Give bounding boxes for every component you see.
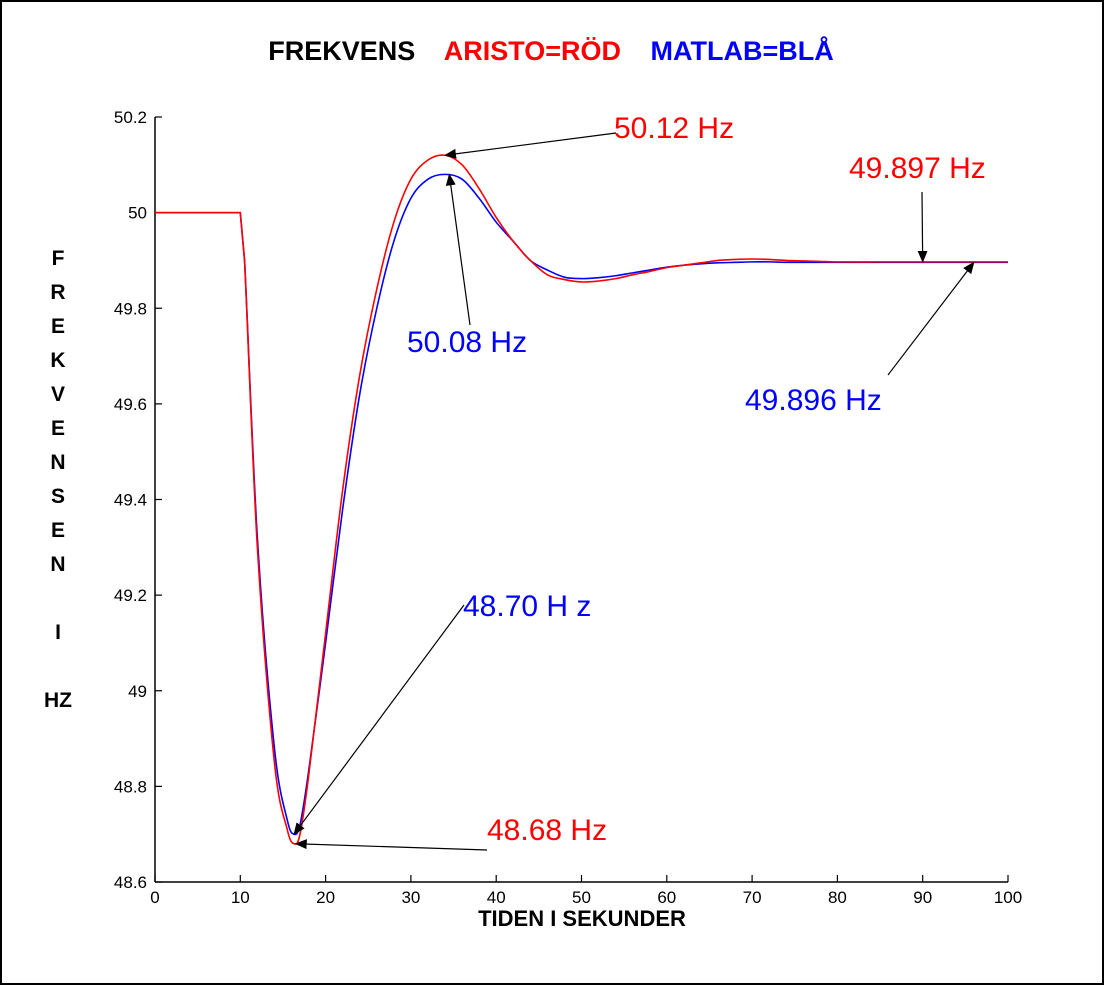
x-tick-label: 60	[657, 888, 676, 907]
x-tick-label: 10	[231, 888, 250, 907]
annotation-arrow	[294, 839, 488, 851]
annotations: 50.12 Hz 50.08 Hz 49.897 Hz 49.896 Hz 48.70 …	[293, 112, 986, 851]
y-tick-label: 49.2	[114, 586, 147, 605]
y-label-letter: R	[50, 281, 65, 304]
title-part-aristo: ARISTO=RÖD	[444, 36, 621, 66]
y-tick-label: 49.4	[114, 491, 147, 510]
y-tick-label: 50	[128, 204, 147, 223]
y-label-letter: E	[51, 417, 65, 440]
x-tick-label: 70	[743, 888, 762, 907]
annotation-label: 49.896 Hz	[745, 384, 882, 417]
y-label-letter: N	[50, 451, 65, 474]
x-tick-label: 0	[150, 888, 159, 907]
title-part-matlab: MATLAB=BLÅ	[651, 35, 834, 66]
annotation-arrow	[887, 261, 975, 376]
y-label-letter: E	[51, 315, 65, 338]
annotation-label: 50.12 Hz	[614, 112, 734, 145]
y-tick-label: 49	[128, 682, 147, 701]
y-ticks: 48.6 48.8 49 49.2 49.4 49.6 49.8 50 50.2	[114, 108, 162, 892]
x-tick-label: 40	[487, 888, 506, 907]
title-part-frekvens: FREKVENS	[268, 36, 415, 66]
x-tick-label: 90	[913, 888, 932, 907]
y-label-letter: I	[55, 621, 61, 644]
y-label-letter: N	[50, 553, 65, 576]
x-tick-label: 30	[401, 888, 420, 907]
y-label-letter: V	[51, 383, 65, 406]
series-group	[155, 154, 1008, 845]
annotation-label: 49.897 Hz	[849, 152, 986, 185]
y-tick-label: 50.2	[114, 108, 147, 127]
y-label-letter: F	[52, 247, 65, 270]
x-ticks: 0 10 20 30 40 50 60 70 80 90 100	[150, 875, 1022, 907]
annotation-arrow	[445, 173, 471, 326]
chart-title: FREKVENS ARISTO=RÖD MATLAB=BLÅ	[268, 35, 834, 66]
y-tick-label: 48.6	[114, 873, 147, 892]
annotation-arrow	[293, 604, 465, 835]
annotation-label: 48.68 Hz	[487, 814, 607, 847]
x-tick-label: 20	[316, 888, 335, 907]
y-tick-label: 49.8	[114, 299, 147, 318]
annotation-label: 50.08 Hz	[407, 326, 527, 359]
y-tick-label: 49.6	[114, 395, 147, 414]
y-label-letter: E	[51, 519, 65, 542]
y-label-letter: S	[51, 485, 65, 508]
x-tick-label: 50	[572, 888, 591, 907]
annotation-arrow	[444, 132, 617, 159]
y-label-letter: K	[50, 349, 65, 372]
x-axis-label: TIDEN I SEKUNDER	[478, 906, 686, 931]
series-line-aristo	[155, 154, 1008, 845]
x-tick-label: 80	[828, 888, 847, 907]
y-tick-label: 48.8	[114, 777, 147, 796]
annotation-label: 48.70 H z	[463, 590, 591, 623]
y-label-letter: HZ	[44, 689, 72, 712]
annotation-arrow	[917, 191, 928, 263]
x-tick-label: 100	[994, 888, 1022, 907]
